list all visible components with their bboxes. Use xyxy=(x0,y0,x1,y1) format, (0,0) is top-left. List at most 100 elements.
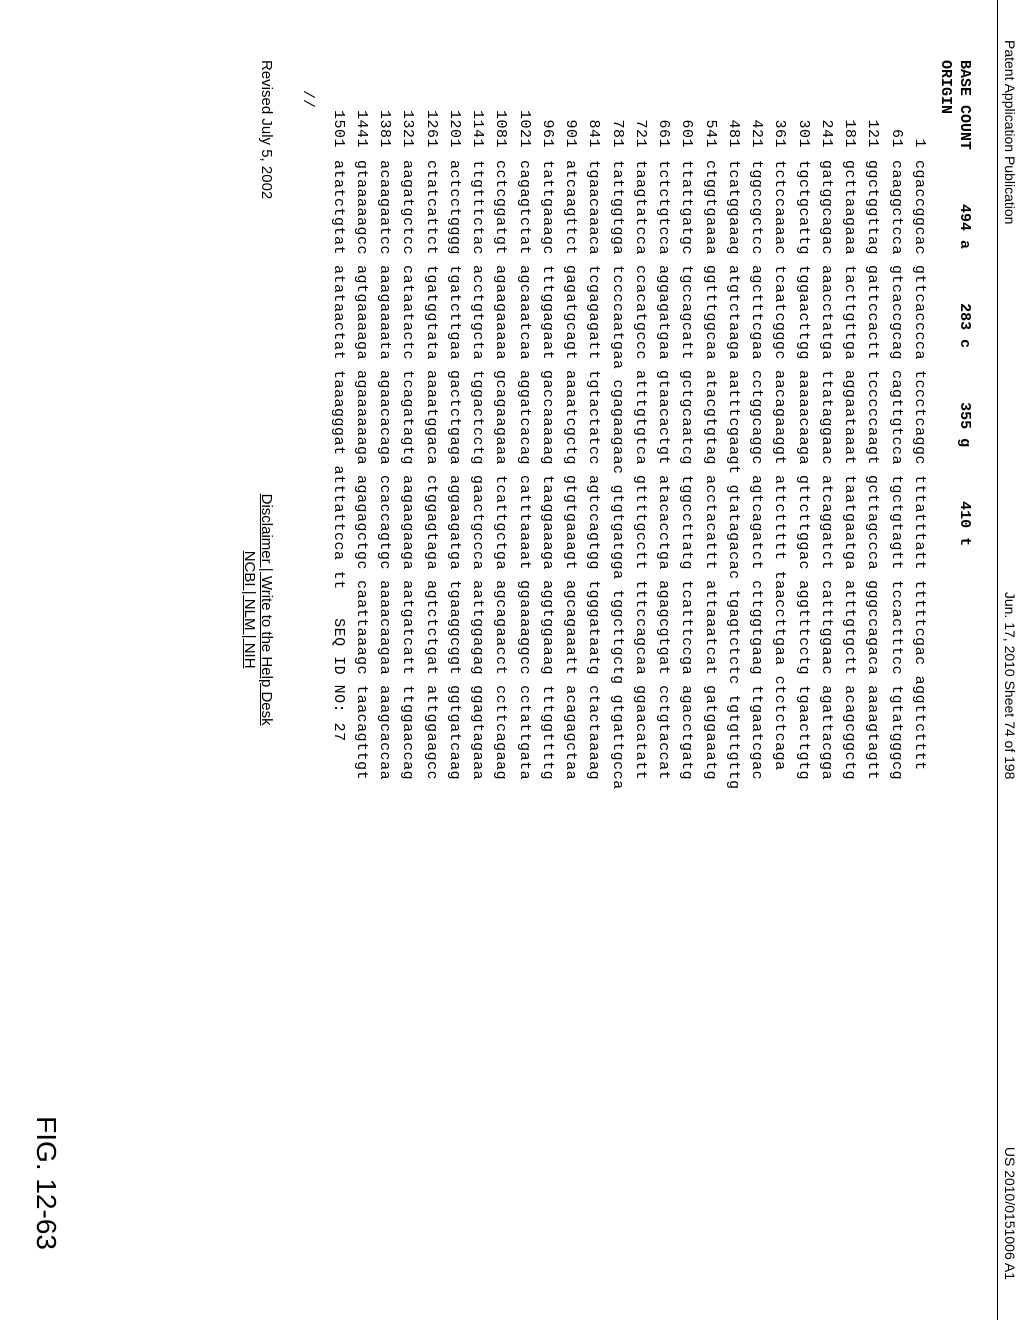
header-right: US 2010/0151006 A1 xyxy=(1002,1147,1018,1280)
sequence-index: 961 xyxy=(536,90,559,160)
sequence-index: 241 xyxy=(815,90,838,160)
sequence-block: cataatactc xyxy=(396,265,419,370)
ncbi-links[interactable]: NCBI | NLM | NIH xyxy=(242,551,259,669)
sequence-block: gatggaaatg xyxy=(699,685,722,790)
sequence-block: atcaggatct xyxy=(815,475,838,580)
sequence-block: tcagatagtg xyxy=(396,370,419,475)
sequence-row: 1441gtaaaaagccagtgaaaagaagaaaaaagaagagag… xyxy=(350,90,373,1260)
origin-label: ORIGIN xyxy=(937,60,954,1260)
sequence-block: aggatcacag xyxy=(513,370,536,475)
sequence-row: 421tggccgctccagctttcgaacctggcaggcagtcaga… xyxy=(745,90,768,1260)
sequence-block: cttggtgaag xyxy=(745,580,768,685)
sequence-block: agtctctgat xyxy=(420,580,443,685)
sequence-row: 241gatggcagacaaacctatgattataggaacatcagga… xyxy=(815,90,838,1260)
sequence-block: aggaataaat xyxy=(838,370,861,475)
sequence-block: attaaatcat xyxy=(699,580,722,685)
sequence-block: tgctgcattg xyxy=(792,160,815,265)
sequence-block: acagagctaa xyxy=(559,685,582,790)
sequence-block: gtcaccgcag xyxy=(885,265,908,370)
sequence-table: 1cgaccggcacgttcaccccatccctcaggctttatttat… xyxy=(327,90,932,1260)
sequence-block: caaggctcca xyxy=(885,160,908,265)
sequence-block: agacctgatg xyxy=(675,685,698,790)
sequence-row: 1381acaagaatccaaagaaaataagaacacagaccacca… xyxy=(373,90,396,1260)
sequence-block: tcgagagatt xyxy=(582,265,605,370)
sequence-block: gcttagccca xyxy=(861,475,884,580)
sequence-block: tgaaggcggt xyxy=(443,580,466,685)
figure-label: FIG. 12-63 xyxy=(30,1116,62,1250)
sequence-block: agcagaacct xyxy=(489,580,512,685)
sequence-block: gctgcaatcg xyxy=(675,370,698,475)
sequence-block: actcctgggg xyxy=(443,160,466,265)
sequence-row: 481tcatggaaagatgtctaagaaatttcgaagtgtatag… xyxy=(722,90,745,1260)
sequence-block: catttggaac xyxy=(815,580,838,685)
sequence-block: aaaatcgctg xyxy=(559,370,582,475)
sequence-block: ccacatgccc xyxy=(629,265,652,370)
page-header: Patent Application Publication Jun. 17, … xyxy=(997,0,1024,1320)
sequence-block: agagagctgc xyxy=(350,475,373,580)
sequence-index: 181 xyxy=(838,90,861,160)
sequence-block: atacacctga xyxy=(652,475,675,580)
sequence-block: tggccttatg xyxy=(675,475,698,580)
sequence-block: cagagtctat xyxy=(513,160,536,265)
sequence-block: aggtggaaag xyxy=(536,580,559,685)
sequence-block: attggaagcc xyxy=(420,685,443,790)
sequence-index: 1201 xyxy=(443,90,466,160)
sequence-row: 1321aagatgctcccataatactctcagatagtgaagaag… xyxy=(396,90,419,1260)
footer-links: Disclaimer | Write to the Help Desk NCBI… xyxy=(242,79,276,1140)
sequence-block: taaagggat xyxy=(327,370,350,466)
sequence-block: tt SEQ ID NO: 27 xyxy=(327,571,350,752)
sequence-block: gttcacccca xyxy=(908,265,931,370)
sequence-row: 721taagtatccaccacatgcccatttgtgtcagttttgc… xyxy=(629,90,652,1260)
sequence-block: acctacattt xyxy=(699,475,722,580)
sequence-row: 1021cagagtctatagcaaatcaaaggatcacagcattta… xyxy=(513,90,536,1260)
sequence-block: catttaaaat xyxy=(513,475,536,580)
sequence-block: tacttgttga xyxy=(838,265,861,370)
sequence-block: gtgattgcca xyxy=(606,695,629,800)
sequence-index: 1261 xyxy=(420,90,443,160)
sequence-block: aggagatgaa xyxy=(652,265,675,370)
header-left: Patent Application Publication xyxy=(1002,40,1018,224)
sequence-block: aaaagtagtt xyxy=(861,685,884,790)
sequence-block: agtgaaaaga xyxy=(350,265,373,370)
sequence-row: 181gcttaagaaatacttgttgaaggaataaattaatgaa… xyxy=(838,90,861,1260)
sequence-block: taaggaaaga xyxy=(536,475,559,580)
sequence-block: ctactaaaag xyxy=(582,685,605,790)
sequence-block: agaacacaga xyxy=(373,370,396,475)
sequence-block: cctggcaggc xyxy=(745,370,768,475)
disclaimer-link[interactable]: Disclaimer | Write to the Help Desk xyxy=(259,494,276,726)
sequence-block: tggaacttgg xyxy=(792,265,815,370)
sequence-block: gagatgcagt xyxy=(559,265,582,370)
sequence-block: aggaagatga xyxy=(443,475,466,580)
sequence-block: tgggataatg xyxy=(582,580,605,685)
sequence-block: tgaacaaaca xyxy=(582,160,605,265)
sequence-index: 1081 xyxy=(489,90,512,160)
sequence-block: ttggaaccag xyxy=(396,685,419,790)
sequence-row: 901atcaagttctgagatgcagtaaaatcgctggtgtgaa… xyxy=(559,90,582,1260)
sequence-block: ggagtagaaa xyxy=(466,685,489,790)
sequence-block: agctttcgaa xyxy=(745,265,768,370)
sequence-block: gatggcagac xyxy=(815,160,838,265)
sequence-block: gattccactt xyxy=(861,265,884,370)
sequence-index: 1141 xyxy=(466,90,489,160)
sequence-block: caattaaagc xyxy=(350,580,373,685)
sequence-block: aaaaacaaga xyxy=(792,370,815,475)
sequence-block: cctattgata xyxy=(513,685,536,790)
sequence-block: aaagaaaata xyxy=(373,265,396,370)
sequence-row: 1cgaccggcacgttcaccccatccctcaggctttatttat… xyxy=(908,90,931,1260)
sequence-block: tttccagcaa xyxy=(629,580,652,685)
sequence-block: ttataggaac xyxy=(815,370,838,475)
sequence-index: 421 xyxy=(745,90,768,160)
sequence-block: atacgtgtag xyxy=(699,370,722,475)
sequence-row: 961tattgaaagctttggagaatgaccaaaaagtaaggaa… xyxy=(536,90,559,1260)
sequence-index: 721 xyxy=(629,90,652,160)
sequence-block: tttttcgac xyxy=(908,580,931,676)
sequence-block: taatgaatga xyxy=(838,475,861,580)
sequence-block: tggactcctg xyxy=(466,370,489,475)
sequence-index: 1381 xyxy=(373,90,396,160)
sequence-block xyxy=(327,752,350,762)
sequence-block: atgtctaaga xyxy=(722,265,745,370)
sequence-block: gaactgccca xyxy=(466,475,489,580)
sequence-row: 361tctccaaaactcaatcgggcaacagaaggtattcttt… xyxy=(768,90,791,1260)
sequence-block: agtcagatct xyxy=(745,475,768,580)
sequence-row: 1081cctcggatgtagaagaaaaagcagaagaaatcattg… xyxy=(489,90,512,1260)
